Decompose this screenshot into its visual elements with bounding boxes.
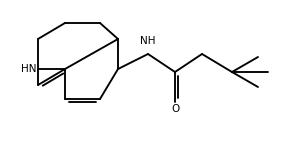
Text: NH: NH <box>140 36 156 46</box>
Text: O: O <box>171 104 179 114</box>
Text: HN: HN <box>20 64 36 74</box>
